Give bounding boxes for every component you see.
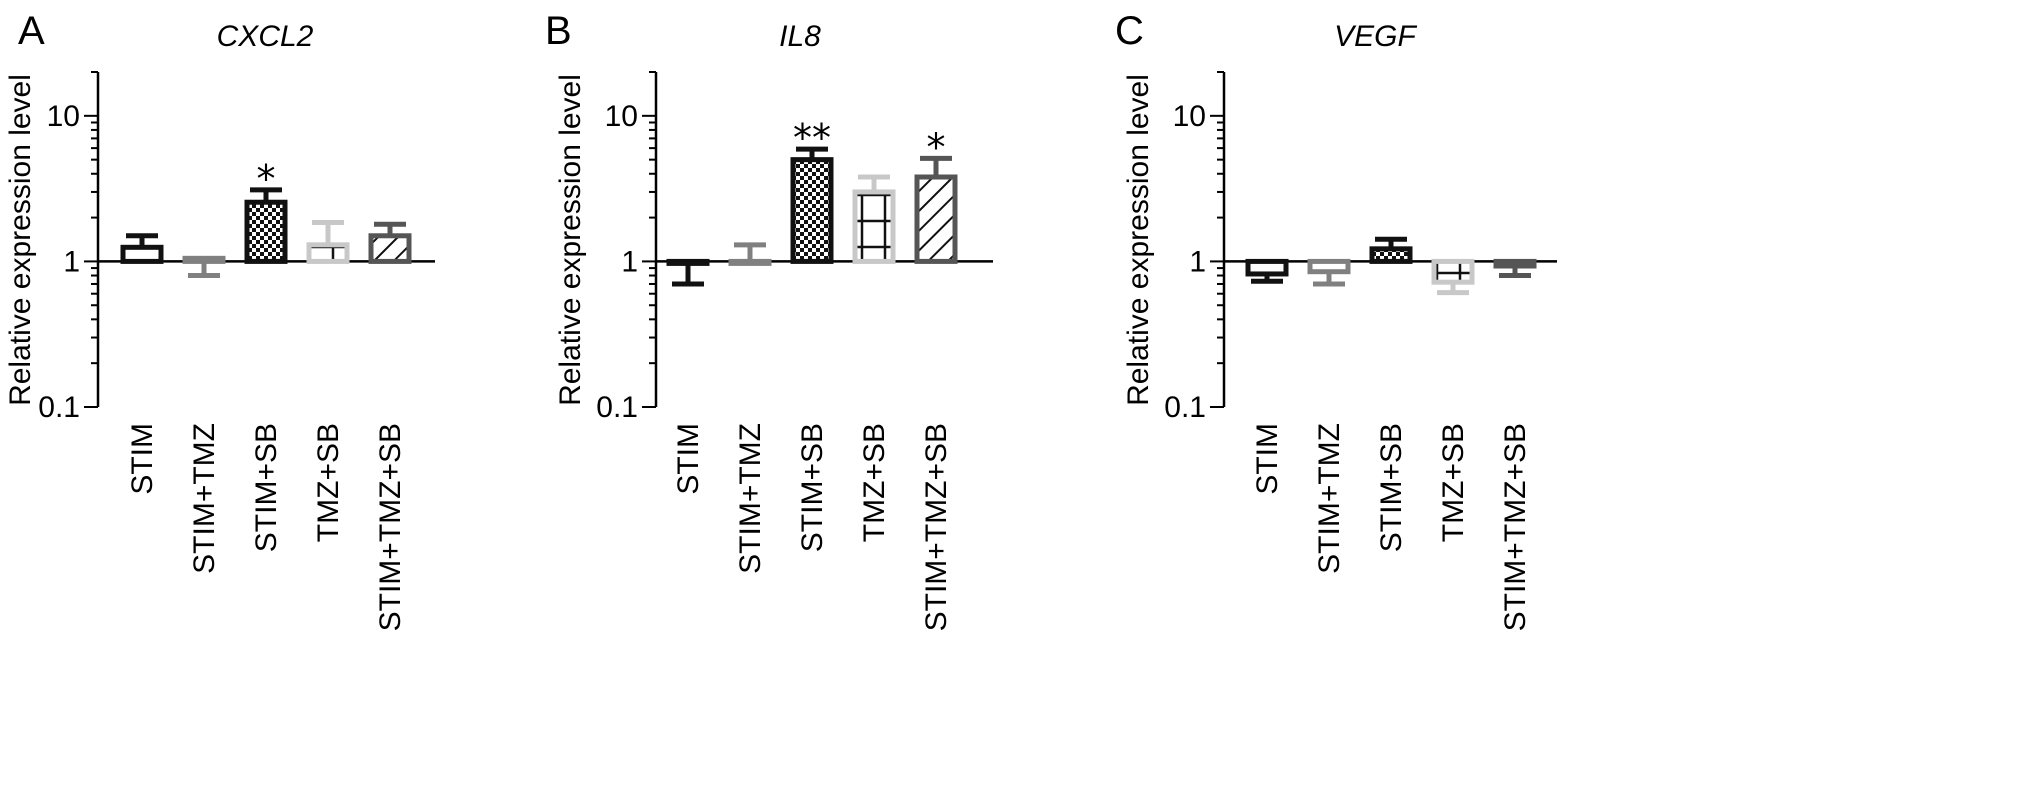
plot-area: 0.1 1 10 STIM STIM+TMZ ** STIM+SB TMZ+SB * STIM+T… <box>596 71 993 631</box>
category-label: TMZ+SB <box>312 423 345 542</box>
plot-area: 0.1 1 10 STIM STIM+TMZ STIM+SB TMZ+SB STIM+TMZ+… <box>1164 71 1557 631</box>
category-label: STIM+TMZ+SB <box>920 423 953 631</box>
category-label: TMZ+SB <box>858 423 891 542</box>
bar <box>1307 258 1351 275</box>
y-tick-label: 10 <box>47 100 80 133</box>
panel-letter: C <box>1115 9 1144 53</box>
y-axis-label: Relative expression level <box>1122 74 1155 406</box>
y-tick-label: 0.1 <box>596 391 638 424</box>
panel-letter: A <box>18 9 45 53</box>
bar <box>914 174 958 264</box>
bar <box>1245 258 1289 277</box>
bar <box>1369 246 1413 264</box>
category-label: STIM+SB <box>796 423 829 552</box>
category-label: STIM <box>672 423 705 495</box>
category-label: STIM+TMZ+SB <box>1499 423 1532 631</box>
chart-title: CXCL2 <box>217 20 314 53</box>
y-tick-label: 0.1 <box>1164 391 1206 424</box>
bar <box>182 255 226 264</box>
bar <box>1431 258 1475 285</box>
category-label: STIM+TMZ <box>188 423 221 574</box>
plot-area: 0.1 1 10 STIM STIM+TMZ * STIM+SB TMZ+SB STIM+TMZ… <box>38 71 435 631</box>
bar <box>244 199 288 264</box>
chart-title: VEGF <box>1334 20 1417 53</box>
bar <box>120 244 164 264</box>
significance-label: * <box>927 125 946 169</box>
category-label: STIM+TMZ <box>734 423 767 574</box>
category-label: TMZ+SB <box>1437 423 1470 542</box>
bar <box>666 258 710 266</box>
y-tick-label: 10 <box>1173 100 1206 133</box>
y-tick-label: 1 <box>621 245 638 278</box>
panel-letter: B <box>545 9 572 53</box>
y-axis-label: Relative expression level <box>4 74 37 406</box>
y-tick-label: 1 <box>1189 245 1206 278</box>
chart-title: IL8 <box>779 20 821 53</box>
bar <box>1493 258 1537 269</box>
bar <box>306 242 350 264</box>
category-label: STIM+TMZ <box>1313 423 1346 574</box>
panel-a: A CXCL2 Relative expression level 0.1 1 10… <box>4 9 435 631</box>
panel-c: C VEGF Relative expression level 0.1 1 10 S… <box>1115 9 1557 631</box>
category-label: STIM+SB <box>1375 423 1408 552</box>
category-label: STIM+TMZ+SB <box>374 423 407 631</box>
bar <box>728 258 772 266</box>
bar <box>368 233 412 264</box>
y-tick-label: 0.1 <box>38 391 80 424</box>
category-label: STIM <box>126 423 159 495</box>
bar <box>790 157 834 264</box>
y-axis-label: Relative expression level <box>554 74 587 406</box>
panel-b: B IL8 Relative expression level 0.1 1 10 ST… <box>545 9 993 631</box>
category-label: STIM+SB <box>250 423 283 552</box>
significance-label: ** <box>793 116 831 160</box>
y-tick-label: 10 <box>605 100 638 133</box>
category-label: STIM <box>1251 423 1284 495</box>
bar <box>852 189 896 264</box>
y-tick-label: 1 <box>63 245 80 278</box>
significance-label: * <box>257 157 276 201</box>
